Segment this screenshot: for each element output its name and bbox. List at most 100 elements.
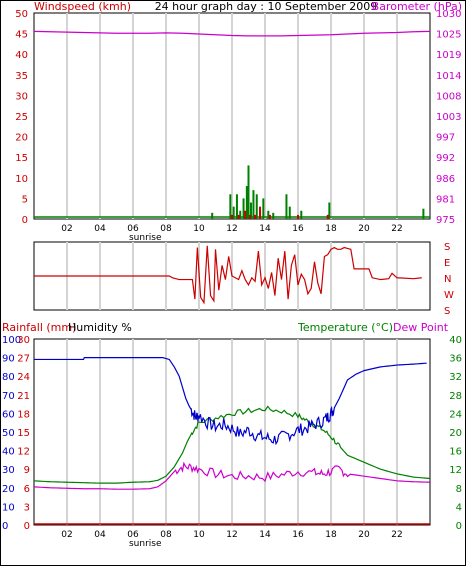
barometer-line <box>33 30 431 37</box>
gust-bar <box>232 206 235 219</box>
gust-bar <box>211 212 214 219</box>
gust-bar <box>328 202 331 219</box>
temp-x-tick-labels: 02 04 06 08 10 12 14 16 18 20 22 <box>61 530 402 540</box>
humidity-tick: 90 <box>2 354 15 365</box>
rainfall-tick: 3 <box>24 502 30 513</box>
wind-direction-series <box>34 245 422 305</box>
temperature-tick: 20 <box>449 428 462 439</box>
windspeed-tick: 40 <box>15 50 28 61</box>
humidity-axis-label: Humidity % <box>68 321 132 334</box>
wind-x-tick: 10 <box>193 224 205 234</box>
humidity-tick: 100 <box>2 335 21 346</box>
windspeed-tick-labels: 0 5 10 15 20 25 30 35 40 45 50 <box>15 9 28 226</box>
gust-bar <box>249 202 252 219</box>
sunrise-label: sunrise <box>129 539 162 549</box>
barometer-tick: 1014 <box>436 71 461 82</box>
rainfall-tick: 18 <box>17 409 30 420</box>
barometer-tick: 986 <box>436 174 455 185</box>
gust-bar <box>267 210 270 219</box>
temp-x-tick: 20 <box>358 530 370 540</box>
gust-bar <box>272 212 275 219</box>
rainfall-tick: 27 <box>17 354 30 365</box>
dewpoint-line <box>33 461 431 490</box>
rainfall-tick: 24 <box>17 372 30 383</box>
compass-tick: S <box>444 242 450 253</box>
wind-x-tick: 04 <box>94 224 106 234</box>
temperature-tick: 8 <box>456 484 462 495</box>
temperature-tick: 36 <box>449 354 462 365</box>
temp-x-tick: 12 <box>226 530 237 540</box>
temp-x-tick: 22 <box>391 530 402 540</box>
wind-baro-panel: 0 5 10 15 20 25 30 35 40 45 50 975 981 986 992 997 1003… <box>15 0 462 243</box>
barometer-series <box>33 30 431 37</box>
rainfall-tick: 21 <box>17 391 30 402</box>
compass-tick: E <box>444 258 450 269</box>
temp-x-tick: 14 <box>259 530 271 540</box>
rainfall-tick: 9 <box>24 465 30 476</box>
barometer-tick: 975 <box>436 215 455 226</box>
barometer-tick: 1025 <box>436 30 461 41</box>
gust-bar <box>288 206 291 219</box>
humidity-tick-labels: 0 10 20 30 40 50 60 70 80 90 100 <box>2 335 21 532</box>
compass-tick: N <box>444 274 451 285</box>
barometer-tick: 997 <box>436 133 455 144</box>
temperature-line <box>33 405 431 484</box>
rainfall-tick: 15 <box>17 428 30 439</box>
temp-x-tick: 06 <box>127 530 139 540</box>
gust-bar <box>285 194 288 219</box>
gust-bar <box>247 165 250 219</box>
wind-direction-line <box>34 245 422 305</box>
wind-bar <box>268 214 271 219</box>
wind-x-tick: 14 <box>259 224 271 234</box>
gust-bar <box>255 194 258 219</box>
wind-x-tick: 18 <box>325 224 337 234</box>
humidity-tick: 40 <box>2 447 15 458</box>
humidity-tick: 30 <box>2 465 15 476</box>
gust-bar <box>235 194 238 219</box>
wind-bars <box>34 165 430 219</box>
windspeed-tick: 10 <box>15 174 28 185</box>
temp-x-tick: 18 <box>325 530 337 540</box>
barometer-tick: 992 <box>436 153 455 164</box>
temperature-tick: 28 <box>449 391 462 402</box>
wind-x-tick-labels: 02 04 06 08 10 12 14 16 18 20 22 <box>61 224 402 234</box>
temp-x-tick: 16 <box>292 530 304 540</box>
gust-bar <box>422 208 425 219</box>
barometer-axis-label: Barometer (hPa) <box>372 0 462 13</box>
rainfall-tick: 30 <box>17 335 30 346</box>
windspeed-tick: 0 <box>22 215 28 226</box>
barometer-tick-labels: 975 981 986 992 997 1003 1008 1014 1019 1025 1030 <box>436 9 461 226</box>
compass-tick: W <box>444 290 454 301</box>
humidity-tick: 50 <box>2 428 15 439</box>
compass-tick: S <box>444 306 450 317</box>
wind-bar <box>249 214 252 219</box>
gust-bar <box>242 198 245 219</box>
humidity-tick: 10 <box>2 502 15 513</box>
sunrise-label: sunrise <box>129 233 162 243</box>
windspeed-tick: 5 <box>22 194 28 205</box>
barometer-tick: 1030 <box>436 9 461 20</box>
gust-bar <box>245 186 248 219</box>
wind-bar <box>297 214 299 219</box>
temperature-tick: 4 <box>456 502 462 513</box>
wind-x-tick: 12 <box>226 224 237 234</box>
wind-bar <box>237 214 240 219</box>
wind-x-tick: 02 <box>61 224 72 234</box>
windspeed-tick: 15 <box>15 153 28 164</box>
chart-title: 24 hour graph day : 10 September 2009 <box>155 0 378 13</box>
dewpoint-axis-label: Dew Point <box>393 321 449 334</box>
humidity-tick: 80 <box>2 372 15 383</box>
temp-x-tick: 08 <box>160 530 172 540</box>
gust-bar <box>239 210 242 219</box>
wind-bar <box>259 206 262 219</box>
rainfall-tick: 6 <box>24 484 30 495</box>
barometer-tick: 981 <box>436 194 455 205</box>
windspeed-axis-label: Windspeed (kmh) <box>34 0 131 13</box>
windspeed-tick: 25 <box>15 112 28 123</box>
rainfall-tick-labels: 0 3 6 9 12 15 18 21 24 27 30 <box>17 335 30 532</box>
